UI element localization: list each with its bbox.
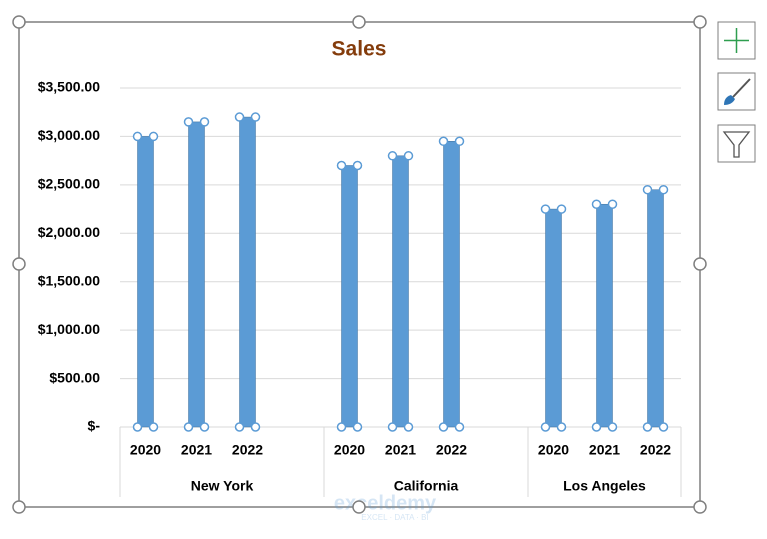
chart-buttons[interactable]: [717, 21, 756, 163]
y-tick-label: $2,000.00: [38, 224, 100, 240]
selection-handle: [438, 422, 449, 432]
y-tick-label: $3,500.00: [38, 79, 100, 95]
resize-handle: [693, 257, 707, 271]
x-tick-label: 2020: [130, 442, 161, 458]
brush-handle: [732, 78, 751, 98]
y-tick-label: $2,500.00: [38, 176, 100, 192]
selection-handle: [658, 422, 669, 432]
y-tick-label: $-: [88, 418, 101, 434]
bar-group: [642, 184, 669, 432]
resize-handle: [352, 500, 366, 514]
resize-handle: [12, 500, 26, 514]
bar: [443, 141, 460, 428]
selection-handle: [607, 199, 618, 209]
bar-group: [336, 160, 363, 432]
selection-handle: [591, 422, 602, 432]
bar: [341, 165, 358, 428]
x-tick-label: 2022: [232, 442, 263, 458]
selection-handle: [352, 422, 363, 432]
selection-handle: [336, 160, 347, 171]
selection-handle: [556, 422, 567, 432]
resize-handle: [12, 15, 26, 29]
selection-handle: [403, 151, 414, 161]
selection-handle: [148, 422, 159, 432]
x-tick-label: 2022: [436, 442, 467, 458]
selection-handle: [403, 422, 414, 432]
brush-tip: [724, 95, 735, 105]
y-tick-label: $1,000.00: [38, 321, 100, 337]
bar: [188, 121, 205, 428]
bar: [596, 203, 613, 428]
bar-group: [387, 151, 414, 432]
group-label: New York: [191, 478, 254, 494]
selection-handle: [642, 184, 653, 195]
chart-title: Sales: [332, 38, 387, 61]
selection-handle: [607, 422, 618, 432]
x-tick-label: 2020: [538, 442, 569, 458]
selection-handle: [183, 117, 194, 127]
x-tick-label: 2022: [640, 442, 671, 458]
selection-handle: [454, 136, 465, 147]
selection-handle: [234, 112, 245, 122]
bar: [239, 116, 256, 428]
resize-handle: [12, 257, 26, 271]
x-tick-label: 2021: [589, 442, 620, 458]
bar-group: [540, 204, 567, 432]
bar: [392, 155, 409, 428]
bar-group: [132, 131, 159, 432]
selection-handle: [387, 422, 398, 432]
resize-handle: [693, 500, 707, 514]
watermark: exceldemy EXCEL · DATA · BI: [334, 492, 437, 522]
bar-group: [438, 136, 465, 432]
bar: [137, 136, 154, 428]
filter-button[interactable]: [717, 124, 756, 163]
selection-handle: [250, 112, 261, 122]
resize-handle: [352, 15, 366, 29]
selection-handle: [183, 422, 194, 432]
selection-handle: [556, 204, 567, 214]
selection-handle: [540, 422, 551, 432]
plus-icon: [724, 28, 749, 53]
bar-group: [234, 112, 261, 432]
y-tick-label: $1,500.00: [38, 272, 100, 288]
selection-handle: [132, 131, 143, 142]
x-tick-label: 2021: [385, 442, 416, 458]
selection-handle: [658, 184, 669, 195]
selection-handle: [250, 422, 261, 432]
x-tick-label: 2021: [181, 442, 212, 458]
selection-handle: [642, 422, 653, 432]
watermark-tagline: EXCEL · DATA · BI: [361, 513, 428, 522]
x-tick-label: 2020: [334, 442, 365, 458]
group-label: Los Angeles: [563, 478, 646, 494]
filter-icon: [722, 131, 751, 158]
bar-group: [183, 117, 210, 432]
bar-group: [591, 199, 618, 432]
selection-handle: [591, 199, 602, 209]
selection-handle: [540, 204, 551, 214]
selection-handle: [199, 422, 210, 432]
resize-handle: [693, 15, 707, 29]
selection-handle: [438, 136, 449, 147]
watermark-name: exceldemy: [334, 492, 437, 514]
bar: [647, 189, 664, 428]
selection-handle: [234, 422, 245, 432]
bar: [545, 208, 562, 428]
selection-handle: [336, 422, 347, 432]
selection-handle: [352, 160, 363, 171]
y-tick-label: $500.00: [49, 369, 100, 385]
y-tick-label: $3,000.00: [38, 127, 100, 143]
selection-handle: [148, 131, 159, 142]
selection-handle: [454, 422, 465, 432]
selection-handle: [387, 151, 398, 161]
group-label: California: [394, 478, 459, 494]
selection-handle: [132, 422, 143, 432]
selection-handle: [199, 117, 210, 127]
